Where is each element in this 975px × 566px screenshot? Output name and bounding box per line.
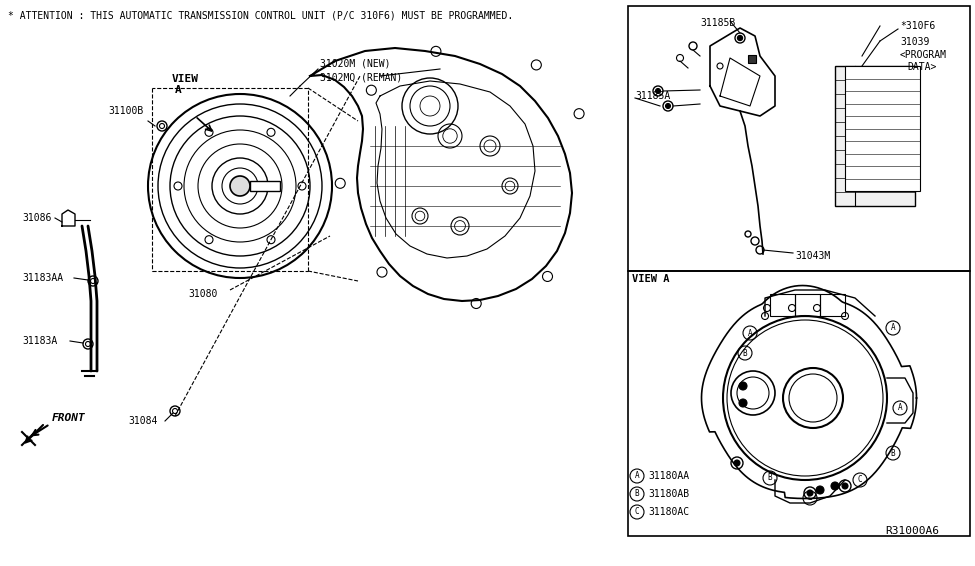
Bar	[795, 294, 820, 316]
Circle shape	[816, 486, 824, 494]
Bar	[250, 181, 280, 191]
Text: B: B	[743, 349, 747, 358]
Text: DATA>: DATA>	[907, 62, 936, 72]
Text: 31180AA: 31180AA	[648, 471, 689, 481]
Circle shape	[831, 482, 839, 490]
Bar	[820, 294, 845, 316]
Text: 31086: 31086	[22, 213, 52, 223]
Circle shape	[677, 54, 683, 62]
Text: A: A	[898, 404, 902, 413]
Bar	[835, 66, 915, 206]
Text: A: A	[748, 328, 753, 337]
Text: A: A	[891, 324, 895, 332]
Text: A: A	[635, 471, 640, 481]
Text: 31183A: 31183A	[22, 336, 58, 346]
Text: 31185A: 31185A	[635, 91, 670, 101]
Circle shape	[734, 460, 740, 466]
Text: 31100B: 31100B	[108, 106, 143, 116]
Text: B: B	[767, 474, 772, 482]
Text: B: B	[891, 448, 895, 457]
Text: B: B	[635, 490, 640, 499]
Text: C: C	[807, 494, 812, 503]
Circle shape	[739, 382, 747, 390]
Text: 31185B: 31185B	[700, 18, 735, 28]
Text: FRONT: FRONT	[52, 413, 86, 423]
Bar	[748, 55, 756, 63]
Text: <PROGRAM: <PROGRAM	[900, 50, 947, 60]
Text: R31000A6: R31000A6	[885, 526, 939, 536]
Text: C: C	[635, 508, 640, 517]
Circle shape	[842, 483, 848, 489]
Text: 31080: 31080	[188, 289, 217, 299]
Text: 31183AA: 31183AA	[22, 273, 63, 283]
Text: 31180AB: 31180AB	[648, 489, 689, 499]
Bar	[628, 271, 970, 536]
Text: 31039: 31039	[900, 37, 929, 47]
Text: VIEW A: VIEW A	[632, 274, 670, 284]
Polygon shape	[710, 28, 775, 116]
Bar	[628, 6, 970, 271]
Circle shape	[807, 490, 813, 496]
Text: 31020M (NEW): 31020M (NEW)	[320, 59, 391, 69]
Circle shape	[666, 104, 671, 109]
Text: 31180AC: 31180AC	[648, 507, 689, 517]
Text: 31084: 31084	[128, 416, 157, 426]
Circle shape	[739, 399, 747, 407]
Text: 31043M: 31043M	[795, 251, 831, 261]
Text: C: C	[858, 475, 862, 484]
Bar	[770, 294, 795, 316]
Polygon shape	[310, 48, 572, 301]
Text: VIEW: VIEW	[172, 74, 199, 84]
Circle shape	[655, 88, 660, 93]
Text: A: A	[175, 85, 181, 95]
Circle shape	[230, 176, 250, 196]
Circle shape	[737, 36, 743, 41]
Text: *310F6: *310F6	[900, 21, 935, 31]
Text: 3102MQ (REMAN): 3102MQ (REMAN)	[320, 73, 403, 83]
Polygon shape	[701, 285, 916, 499]
Bar	[845, 66, 920, 191]
Text: * ATTENTION : THIS AUTOMATIC TRANSMISSION CONTROL UNIT (P/C 310F6) MUST BE PROGR: * ATTENTION : THIS AUTOMATIC TRANSMISSIO…	[8, 11, 513, 21]
